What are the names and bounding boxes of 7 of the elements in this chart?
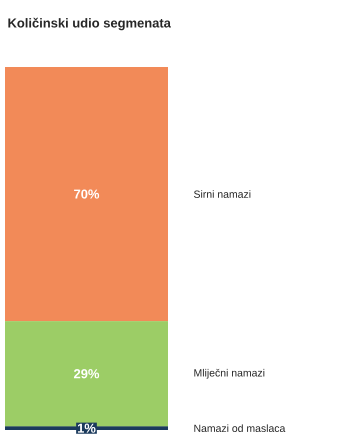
text: Namazi od maslaca	[194, 424, 286, 432]
text: Mliječni namazi	[194, 368, 264, 379]
data-label: 1%	[78, 424, 96, 433]
data-label: 29%	[74, 369, 100, 378]
chart-title: Količinski udio segmenata	[8, 18, 171, 30]
data-label: 70%	[74, 189, 100, 199]
text: Sirni namazi	[194, 190, 250, 198]
